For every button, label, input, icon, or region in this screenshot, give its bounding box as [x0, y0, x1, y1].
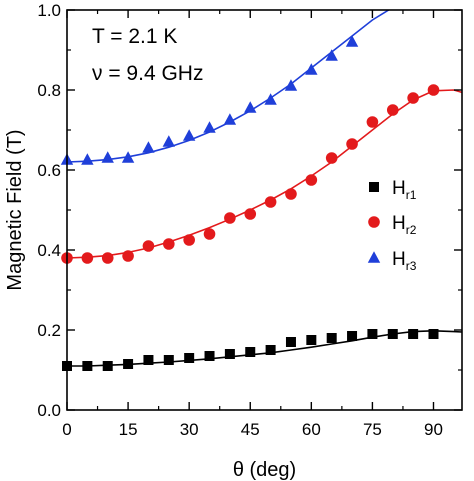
data-point-r1 — [123, 359, 134, 369]
data-points — [60, 35, 440, 371]
data-point-r3 — [182, 129, 196, 141]
data-point-r1 — [102, 361, 113, 371]
data-point-r2 — [224, 212, 236, 224]
y-tick-label: 0.6 — [37, 161, 61, 180]
x-tick-label: 75 — [363, 420, 382, 439]
data-point-r1 — [143, 355, 154, 365]
legend-label-main: H — [392, 249, 406, 270]
frequency-annotation: ν = 9.4 GHz — [92, 62, 203, 85]
x-tick-label: 45 — [241, 420, 260, 439]
data-point-r1 — [265, 345, 276, 355]
data-point-r1 — [326, 333, 337, 343]
legend-item-r1: Hr1 — [369, 178, 417, 202]
x-tick-label: 15 — [119, 420, 138, 439]
data-point-r1 — [428, 329, 439, 339]
y-tick-label: 0.0 — [37, 401, 61, 420]
data-point-r3 — [81, 153, 94, 165]
data-point-r3 — [244, 101, 257, 113]
legend-label-subscript: r2 — [406, 223, 417, 237]
data-point-r1 — [367, 329, 378, 339]
data-point-r2 — [163, 238, 175, 250]
y-tick-label: 1.0 — [37, 1, 61, 20]
axes: 0 15 30 45 60 75 90 0.0 0.2 0.4 0.6 0.8 1.0 θ (deg) Ma… — [4, 1, 463, 481]
data-point-r3 — [223, 113, 237, 125]
data-point-r2 — [244, 208, 257, 220]
data-point-r3 — [284, 79, 298, 91]
legend-item-r3: Hr3 — [367, 249, 417, 273]
legend-label-subscript: r3 — [406, 259, 417, 273]
data-point-r2 — [264, 196, 277, 208]
data-point-r2 — [346, 138, 358, 150]
data-point-r2 — [203, 228, 216, 240]
y-tick-label: 0.2 — [37, 321, 61, 340]
y-axis-title: Magnetic Field (T) — [4, 129, 26, 290]
legend-item-r2: Hr2 — [368, 213, 417, 237]
y-tick-label: 0.4 — [37, 241, 61, 260]
data-point-r3 — [101, 151, 114, 163]
x-tick-label: 60 — [302, 420, 321, 439]
data-point-r3 — [142, 141, 155, 153]
data-point-r3 — [264, 93, 277, 105]
data-point-r2 — [142, 240, 155, 252]
data-point-r1 — [224, 349, 235, 359]
data-point-r2 — [101, 252, 114, 264]
data-point-r2 — [81, 252, 94, 264]
data-point-r2 — [386, 104, 399, 116]
data-point-r1 — [387, 329, 398, 339]
data-point-r1 — [163, 355, 174, 365]
data-point-r2 — [325, 152, 338, 164]
legend-marker-r1 — [369, 182, 379, 192]
legend-label-main: H — [392, 178, 406, 199]
data-point-r1 — [184, 353, 195, 363]
legend-label-r1: Hr1 — [392, 178, 417, 202]
data-point-r2 — [427, 84, 440, 96]
data-point-r1 — [306, 335, 317, 345]
x-tick-label: 0 — [62, 420, 71, 439]
data-point-r2 — [305, 174, 318, 186]
x-axis-title: θ (deg) — [233, 459, 296, 481]
data-point-r2 — [285, 188, 297, 200]
legend-label-r3: Hr3 — [392, 249, 417, 273]
legend-label-subscript: r1 — [406, 188, 417, 202]
data-point-r2 — [122, 250, 134, 262]
data-point-r3 — [121, 151, 135, 163]
y-tick-label: 0.8 — [37, 81, 61, 100]
data-point-r3 — [345, 35, 359, 47]
data-point-r3 — [305, 63, 318, 75]
legend-marker-r2 — [368, 216, 380, 228]
data-point-r2 — [407, 92, 419, 104]
x-tick-label: 90 — [424, 420, 443, 439]
data-point-r1 — [82, 361, 93, 371]
data-point-r1 — [408, 329, 419, 339]
data-point-r2 — [183, 234, 195, 246]
temperature-annotation: T = 2.1 K — [92, 25, 177, 48]
data-point-r1 — [204, 351, 215, 361]
data-point-r2 — [366, 116, 379, 128]
legend-label-main: H — [392, 213, 406, 234]
data-point-r1 — [245, 347, 256, 357]
data-point-r3 — [162, 135, 176, 147]
data-point-r3 — [325, 49, 338, 61]
data-point-r1 — [285, 337, 296, 347]
data-point-r1 — [347, 331, 358, 341]
annotations: T = 2.1 K ν = 9.4 GHz — [92, 25, 203, 85]
legend-marker-r3 — [367, 251, 381, 263]
legend-label-r2: Hr2 — [392, 213, 417, 237]
x-tick-label: 30 — [180, 420, 199, 439]
data-point-r3 — [203, 121, 216, 133]
